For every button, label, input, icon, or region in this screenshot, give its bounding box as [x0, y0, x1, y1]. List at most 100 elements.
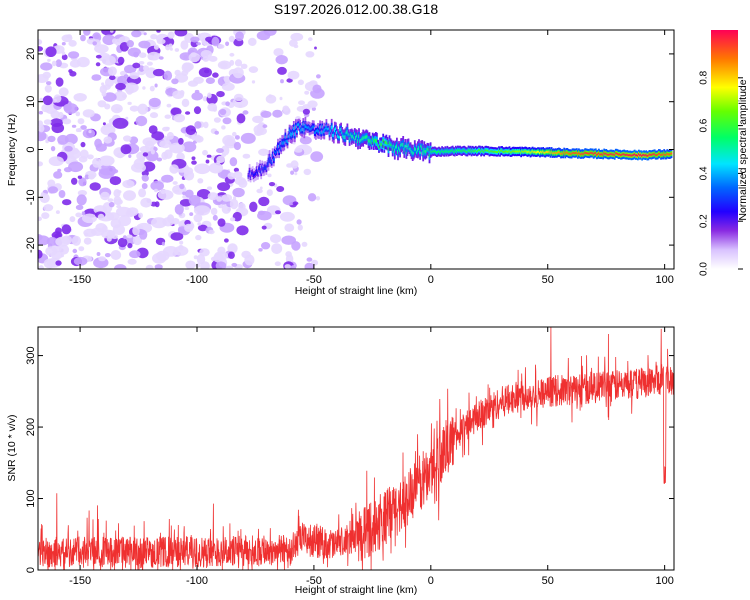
ridge-band-core	[451, 149, 454, 152]
ridge-band-core	[390, 144, 393, 147]
noise-blob	[270, 234, 282, 244]
ridge-band-core	[621, 153, 623, 156]
noise-blob	[166, 103, 172, 108]
ridge-band-core	[409, 147, 412, 151]
ridge-band-core	[512, 150, 515, 153]
ridge-band-core	[577, 153, 579, 156]
ridge-band-core	[271, 153, 274, 157]
ridge-band-core	[427, 148, 430, 152]
ridge-band-core	[498, 149, 500, 152]
ridge-band-core	[347, 133, 350, 136]
ridge-band-core	[527, 150, 530, 153]
ridge-band-core	[633, 153, 636, 156]
ridge-band-core	[289, 132, 292, 137]
noise-blob	[68, 161, 84, 173]
ridge-band-core	[529, 151, 532, 154]
ridge-band-core	[574, 152, 577, 155]
noise-blob	[229, 59, 235, 66]
noise-blob	[89, 182, 101, 191]
noise-blob	[271, 243, 283, 255]
ridge-band-core	[631, 154, 634, 157]
ridge-band-core	[418, 146, 420, 150]
noise-blob	[117, 237, 128, 248]
noise-blob	[55, 227, 62, 235]
noise-blob	[69, 59, 81, 68]
x-tick-label: -100	[186, 575, 208, 587]
ridge-band-core	[324, 128, 327, 131]
noise-blob	[207, 92, 212, 99]
snr-frame	[37, 326, 675, 571]
ridge-band-core	[357, 139, 359, 143]
ridge-band-core	[661, 153, 663, 156]
noise-blob	[80, 125, 87, 130]
ridge-band-core	[552, 151, 555, 154]
ridge-band-core	[658, 152, 660, 155]
ridge-band-core	[426, 147, 429, 151]
ridge-band-core	[559, 151, 561, 154]
noise-blob	[145, 150, 159, 162]
noise-blob	[150, 180, 164, 191]
noise-blob	[261, 242, 271, 250]
ridge-band-core	[526, 151, 529, 154]
ridge-band-core	[247, 174, 250, 178]
noise-blob	[126, 207, 139, 217]
ridge-band-core	[280, 146, 283, 150]
noise-blob	[234, 59, 243, 67]
noise-blob	[78, 177, 87, 187]
snr-y-axis-label: SNR (10 * v/v)	[6, 414, 18, 481]
ridge-band-core	[252, 173, 255, 177]
ridge-band-core	[337, 134, 339, 138]
noise-blob	[181, 98, 190, 108]
noise-blob	[297, 224, 303, 231]
noise-blob	[233, 141, 241, 151]
ridge-band-core	[563, 151, 566, 154]
noise-blob	[296, 219, 302, 225]
noise-blob	[141, 183, 148, 190]
ridge-band-core	[345, 131, 348, 135]
ridge-band-core	[620, 154, 622, 157]
ridge-band-core	[461, 150, 463, 153]
ridge-band-core	[287, 135, 290, 138]
noise-blob	[38, 110, 44, 115]
ridge-band-core	[356, 134, 358, 138]
noise-blob	[129, 136, 139, 145]
noise-blob	[55, 210, 60, 215]
noise-blob	[251, 80, 256, 84]
ridge-band-core	[251, 171, 254, 175]
noise-blob	[299, 136, 312, 145]
noise-blob	[277, 66, 287, 75]
noise-blob	[154, 83, 158, 88]
noise-blob	[229, 198, 239, 210]
x-tick-label: -100	[186, 274, 208, 286]
ridge-band-core	[567, 152, 570, 155]
noise-blob	[248, 66, 259, 73]
ridge-band-core	[594, 152, 597, 154]
noise-blob	[280, 79, 284, 84]
ridge-band-core	[490, 150, 493, 153]
ridge-band-core	[486, 149, 489, 152]
ridge-band-core	[496, 151, 498, 154]
ridge-band-core	[471, 149, 474, 152]
noise-blob	[166, 132, 174, 140]
ridge-band-core	[545, 151, 548, 154]
noise-blob	[207, 192, 219, 201]
noise-blob	[156, 157, 163, 162]
ridge-band-core	[420, 145, 422, 148]
ridge-band-core	[639, 154, 641, 157]
noise-blob	[120, 144, 132, 155]
noise-blob	[195, 263, 201, 268]
ridge-band-core	[403, 148, 406, 152]
noise-blob	[73, 93, 87, 102]
noise-blob	[217, 182, 231, 192]
noise-blob	[169, 142, 185, 154]
ridge-band-core	[460, 150, 462, 153]
noise-blob	[302, 108, 310, 115]
ridge-band-core	[580, 153, 582, 156]
ridge-band-core	[264, 165, 267, 169]
ridge-band-core	[629, 154, 632, 157]
ridge-band-core	[267, 160, 270, 165]
ridge-band-core	[395, 145, 397, 149]
ridge-band-core	[608, 153, 611, 156]
ridge-band-core	[522, 150, 525, 153]
colorbar-tick-label: 0.6	[699, 118, 710, 132]
